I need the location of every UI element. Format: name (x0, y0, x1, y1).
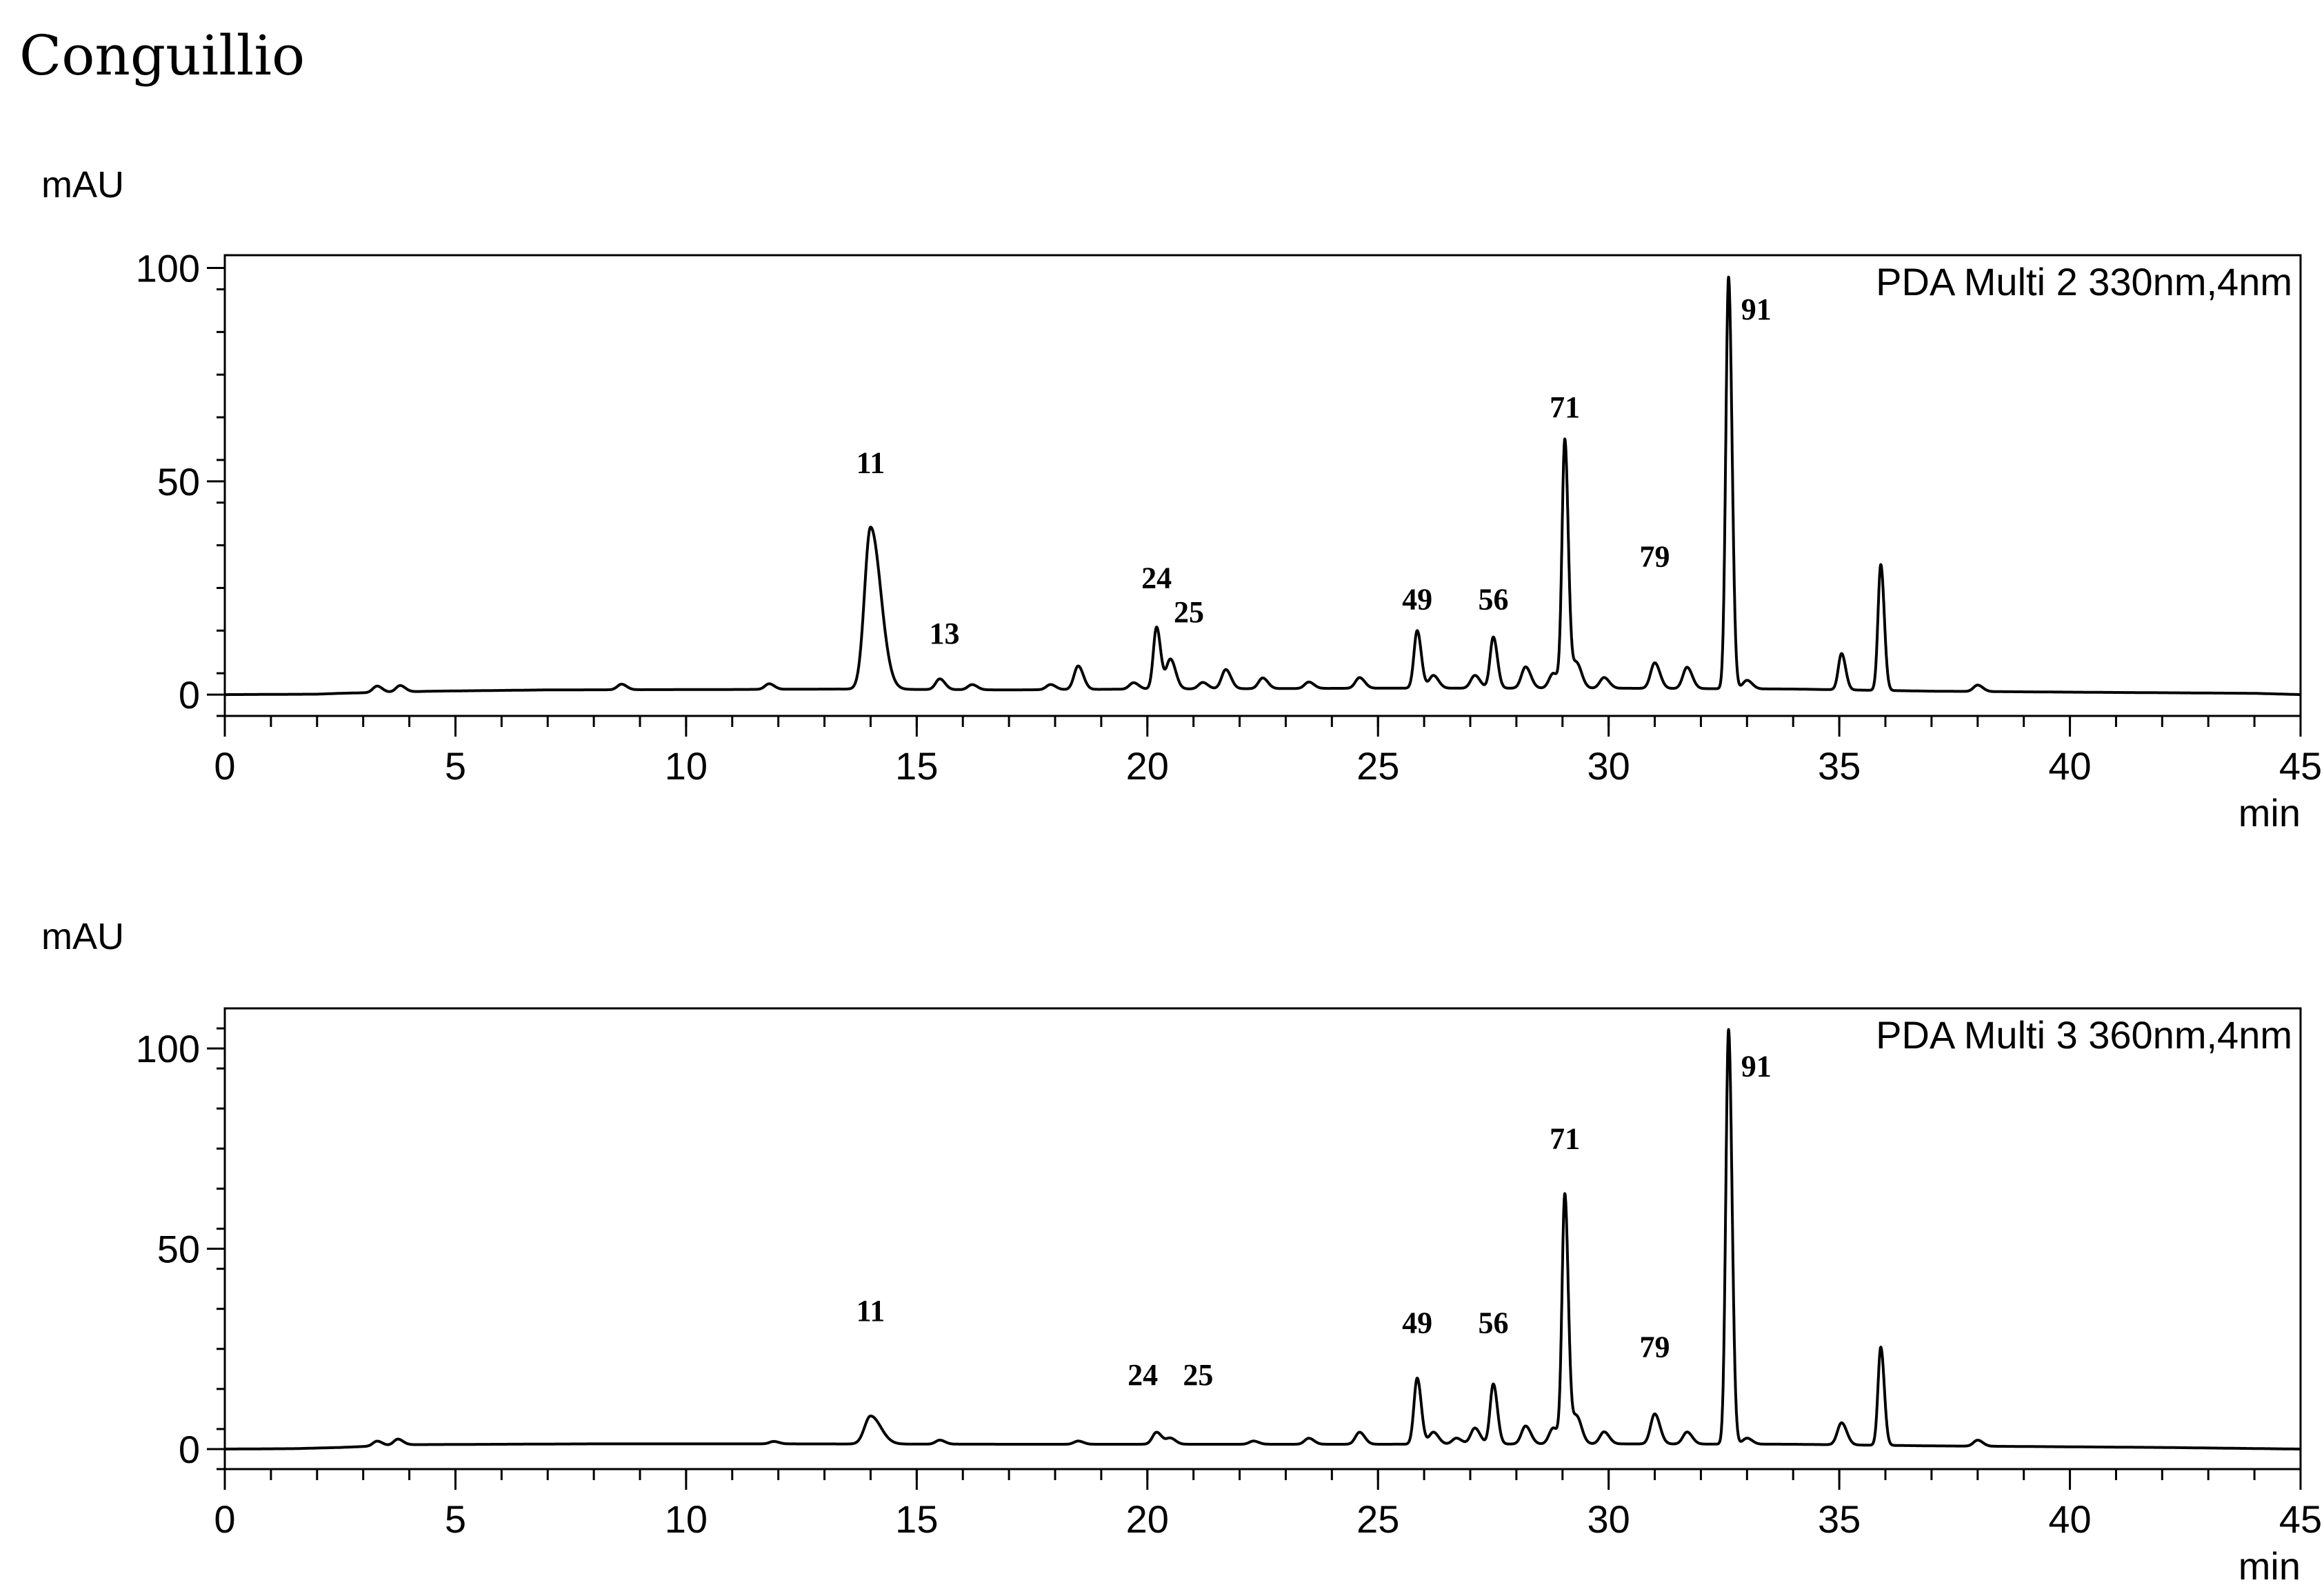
chromatogram-trace (223, 1028, 2302, 1450)
peak-label: 71 (1550, 390, 1580, 424)
peak-label: 49 (1402, 582, 1432, 616)
y-tick-label: 50 (157, 460, 200, 503)
x-tick-label: 0 (214, 744, 235, 788)
y-tick-label: 50 (157, 1228, 200, 1271)
y-tick-label: 100 (136, 1027, 200, 1070)
x-tick-label: 25 (1356, 744, 1399, 788)
x-tick-label: 10 (665, 1497, 708, 1541)
peak-label: 71 (1550, 1121, 1580, 1155)
x-tick-label: 15 (895, 744, 938, 788)
x-tick-label: 35 (1818, 744, 1861, 788)
y-axis-unit: mAU (41, 916, 124, 957)
y-tick-label: 0 (179, 1428, 200, 1471)
x-tick-label: 25 (1356, 1497, 1399, 1541)
peak-label: 91 (1741, 1050, 1772, 1084)
x-tick-label: 40 (2048, 1497, 2091, 1541)
y-tick-label: 100 (136, 247, 200, 290)
peak-label: 25 (1174, 595, 1204, 629)
peak-label: 24 (1141, 561, 1172, 595)
x-tick-label: 0 (214, 1497, 235, 1541)
peak-label: 11 (857, 446, 885, 479)
channel-legend: PDA Multi 3 360nm,4nm (1876, 1013, 2292, 1057)
peak-label: 11 (857, 1294, 885, 1328)
x-tick-label: 20 (1126, 1497, 1169, 1541)
peak-label: 25 (1183, 1358, 1213, 1392)
x-axis-unit: min (2238, 1544, 2301, 1588)
peak-label: 91 (1741, 292, 1772, 326)
chromatogram-trace (223, 275, 2302, 697)
x-tick-label: 5 (445, 1497, 466, 1541)
x-tick-label: 35 (1818, 1497, 1861, 1541)
x-tick-label: 30 (1587, 1497, 1630, 1541)
y-tick-label: 0 (179, 673, 200, 717)
peak-label: 56 (1478, 582, 1508, 616)
x-tick-label: 45 (2279, 1497, 2322, 1541)
x-axis-unit: min (2238, 791, 2301, 835)
x-tick-label: 5 (445, 744, 466, 788)
plot-frame (223, 254, 2302, 717)
peak-label: 24 (1128, 1358, 1158, 1392)
peak-label: 79 (1640, 540, 1670, 574)
x-tick-label: 30 (1587, 744, 1630, 788)
peak-label: 56 (1478, 1306, 1508, 1340)
plot-frame (223, 1007, 2302, 1470)
channel-legend: PDA Multi 2 330nm,4nm (1876, 260, 2292, 303)
x-tick-label: 15 (895, 1497, 938, 1541)
x-tick-label: 45 (2279, 744, 2322, 788)
y-axis-unit: mAU (41, 164, 124, 206)
peak-label: 49 (1402, 1306, 1432, 1340)
x-tick-label: 10 (665, 744, 708, 788)
x-tick-label: 20 (1126, 744, 1169, 788)
figure-title: Conguillio (19, 23, 305, 88)
peak-label: 79 (1640, 1330, 1670, 1364)
x-tick-label: 40 (2048, 744, 2091, 788)
peak-label: 13 (929, 617, 959, 650)
